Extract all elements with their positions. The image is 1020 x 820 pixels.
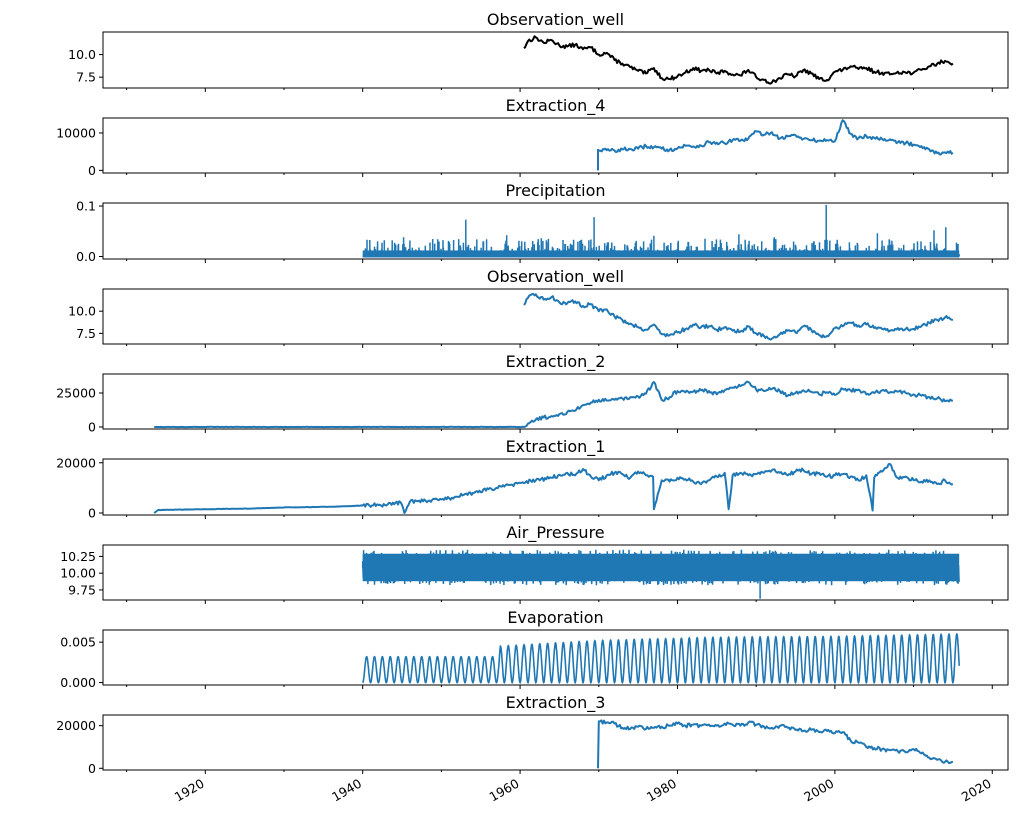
plot-area — [154, 380, 954, 429]
series-line — [523, 35, 954, 85]
subplot-1-observation-well: Observation_well 7.5 10.0 — [68, 10, 1009, 92]
y-tick-label: 10.0 — [68, 47, 96, 62]
axes-frame — [102, 31, 1009, 89]
axes-frame — [102, 288, 1009, 345]
subplot-title: Precipitation — [505, 181, 605, 200]
plot-area — [362, 205, 960, 258]
plot-area — [523, 35, 954, 85]
y-tick-label: 7.5 — [76, 326, 96, 341]
y-tick-label: 7.5 — [76, 70, 96, 85]
subplot-8-evaporation: Evaporation 0.000 0.005 — [60, 608, 1009, 690]
subplot-title: Evaporation — [507, 608, 603, 627]
subplot-title: Observation_well — [487, 267, 624, 287]
axes-frame — [102, 117, 1009, 174]
plot-area — [153, 463, 954, 514]
subplot-5-extraction-2: Extraction_2 0 25000 — [56, 352, 1009, 434]
subplot-title: Extraction_1 — [506, 437, 606, 457]
y-tick-label: 0 — [88, 419, 96, 434]
plot-area — [597, 119, 954, 171]
series-line — [597, 119, 954, 171]
series-line — [362, 632, 960, 684]
y-tick-label: 10.0 — [68, 304, 96, 319]
y-tick-label: 9.75 — [68, 582, 96, 597]
plot-area — [362, 632, 960, 684]
y-tick-label: 0 — [88, 761, 96, 776]
subplot-3-precipitation: Precipitation 0.0 0.1 — [76, 181, 1009, 264]
x-tick-label: 1980 — [644, 776, 679, 805]
y-tick-label: 0.000 — [60, 675, 96, 690]
y-tick-label: 20000 — [56, 718, 96, 733]
x-tick-label: 1920 — [172, 776, 207, 805]
plot-area — [597, 719, 953, 769]
plot-area — [361, 549, 960, 599]
y-tick-label: 0 — [88, 163, 96, 178]
x-tick-label: 1940 — [329, 776, 364, 805]
subplot-2-extraction-4: Extraction_4 0 10000 — [56, 96, 1009, 178]
y-tick-label: 10000 — [56, 125, 96, 140]
y-tick-label: 0.005 — [60, 635, 96, 650]
subplot-9-extraction-3: Extraction_3 0 20000 1920 1940 1960 1980 2000 20… — [56, 693, 1009, 805]
y-tick-label: 25000 — [56, 386, 96, 401]
axes-frame — [102, 373, 1009, 430]
axes-frame — [102, 714, 1009, 771]
y-tick-label: 10.00 — [60, 566, 96, 581]
series-line — [523, 292, 954, 341]
subplot-title: Extraction_2 — [506, 352, 606, 372]
y-tick-label: 0.0 — [76, 249, 96, 264]
x-tick-label: 2000 — [801, 776, 836, 805]
subplot-6-extraction-1: Extraction_1 0 20000 — [56, 437, 1009, 520]
y-tick-label: 0 — [88, 505, 96, 520]
series-band — [362, 553, 960, 582]
subplot-title: Air_Pressure — [506, 523, 604, 543]
axes-frame — [102, 544, 1009, 601]
subplot-title: Observation_well — [487, 10, 624, 30]
x-tick-label: 1960 — [487, 776, 522, 805]
axes-frame — [102, 629, 1009, 686]
subplot-4-observation-well: Observation_well 7.5 10.0 — [68, 267, 1009, 348]
series-line — [153, 463, 954, 514]
y-tick-label: 10.25 — [60, 549, 96, 564]
series-line — [362, 205, 960, 257]
subplot-title: Extraction_4 — [506, 96, 606, 116]
y-tick-label: 0.1 — [76, 199, 96, 214]
plot-area — [523, 292, 954, 341]
axes-frame — [102, 458, 1009, 516]
subplot-title: Extraction_3 — [506, 693, 606, 713]
y-tick-label: 20000 — [56, 455, 96, 470]
series-band — [362, 250, 960, 258]
axes-frame — [102, 202, 1009, 260]
series-line — [597, 719, 953, 769]
series-line — [154, 380, 954, 429]
x-tick-label: 2020 — [959, 776, 994, 805]
